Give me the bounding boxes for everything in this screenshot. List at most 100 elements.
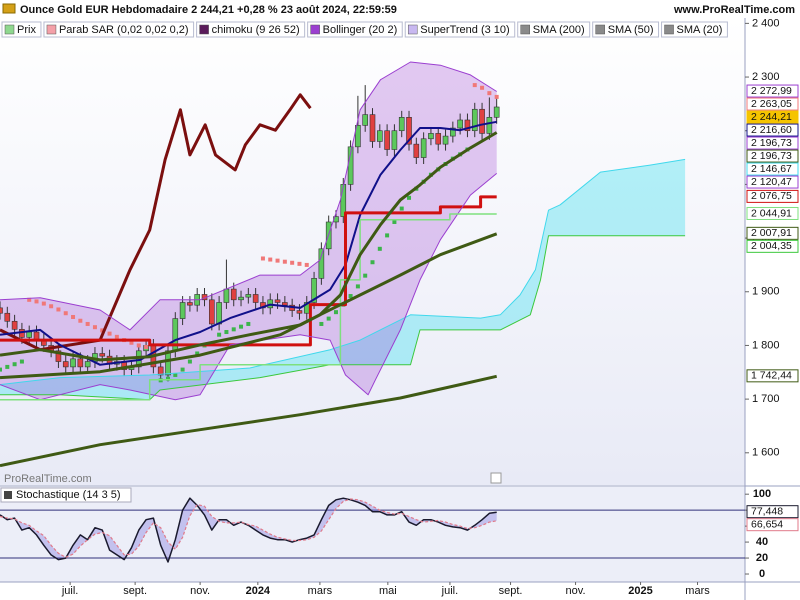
sar-dot xyxy=(355,284,360,289)
candle-body xyxy=(223,288,230,303)
sar-dot xyxy=(144,345,149,350)
candle-body xyxy=(282,302,288,306)
sar-dot xyxy=(377,246,382,251)
sar-dot xyxy=(399,206,404,211)
y-tick-label: 1 700 xyxy=(752,393,780,405)
candle-body xyxy=(0,307,3,314)
legend-swatch xyxy=(407,24,418,35)
x-tick-label: nov. xyxy=(566,585,586,597)
candle-body xyxy=(209,299,215,325)
value-label: 2 216,60 xyxy=(751,124,792,136)
candle-body xyxy=(179,302,186,319)
legend-swatch xyxy=(4,24,15,35)
legend-swatch xyxy=(199,24,209,35)
sar-dot xyxy=(494,94,499,99)
series-line xyxy=(0,93,312,352)
band-fill xyxy=(0,498,497,562)
x-tick-label: 2024 xyxy=(246,585,271,597)
candle-body xyxy=(4,312,11,322)
x-tick-label: mai xyxy=(379,585,397,597)
value-label: 2 146,67 xyxy=(751,163,792,175)
value-label: 2 007,91 xyxy=(751,227,792,239)
sar-dot xyxy=(487,91,492,96)
legend-box xyxy=(307,21,403,38)
candle-body xyxy=(157,366,164,376)
info-button[interactable] xyxy=(490,472,502,484)
x-tick-label: juil. xyxy=(441,585,459,597)
candle-body xyxy=(384,130,390,150)
candle-body xyxy=(420,138,427,158)
candle-body xyxy=(238,296,244,301)
value-label: 2 263,05 xyxy=(751,98,792,110)
legend-label: SMA (20) xyxy=(677,24,723,36)
legend-label: chimoku (9 26 52) xyxy=(212,24,300,36)
legend-box xyxy=(592,21,660,38)
y-tick-label: 1 800 xyxy=(752,339,780,351)
candle-body xyxy=(457,119,463,129)
candle-body xyxy=(493,106,500,118)
sar-dot xyxy=(304,262,309,267)
stoch-swatch xyxy=(4,491,12,499)
chart-title: Ounce Gold EUR Hebdomadaire 2 244,21 +0,… xyxy=(20,4,397,16)
value-label: 2 044,91 xyxy=(751,207,792,219)
value-label: 2 076,75 xyxy=(751,190,792,202)
candle-body xyxy=(26,331,33,338)
legend-swatch xyxy=(664,24,674,35)
legend-box xyxy=(43,21,195,38)
stoch-title-box xyxy=(0,487,132,503)
x-tick-label: sept. xyxy=(123,585,147,597)
sar-dot xyxy=(333,310,338,315)
legend-label: SMA (200) xyxy=(533,24,585,36)
site-link[interactable]: www.ProRealTime.com xyxy=(673,4,795,16)
value-label-box xyxy=(746,206,799,220)
value-label: 2 244,21 xyxy=(751,111,792,123)
series-line xyxy=(0,497,497,563)
sar-dot xyxy=(392,219,397,224)
candle-body xyxy=(391,130,398,150)
candle-body xyxy=(442,135,449,145)
sar-dot xyxy=(180,367,185,372)
sar-dot xyxy=(63,311,68,316)
sar-dot xyxy=(12,362,17,367)
x-tick-label: juil. xyxy=(61,585,79,597)
y-tick-label: 2 300 xyxy=(752,71,780,83)
candle-body xyxy=(252,294,259,303)
series-line xyxy=(0,173,498,401)
y-tick-label: 100 xyxy=(753,488,771,500)
series-line xyxy=(0,195,497,347)
candle-body xyxy=(413,143,420,158)
candle-body xyxy=(165,350,171,376)
sar-dot xyxy=(129,340,134,345)
sar-dot xyxy=(480,85,485,90)
candle-body xyxy=(450,127,456,137)
sar-dot xyxy=(297,261,302,266)
candle-body xyxy=(187,302,193,306)
sar-dot xyxy=(326,316,331,321)
legend-label: Parab SAR (0,02 0,02 0,2) xyxy=(59,24,189,36)
legend-label: Bollinger (20 2) xyxy=(323,24,398,36)
sar-dot xyxy=(187,359,192,364)
sar-dot xyxy=(71,314,76,319)
sar-dot xyxy=(107,331,112,336)
sar-dot xyxy=(0,367,2,372)
series-line xyxy=(0,131,498,362)
legend-swatch xyxy=(46,24,57,35)
candle-body xyxy=(479,108,485,134)
y-tick-label: 20 xyxy=(756,552,768,564)
candle-body xyxy=(77,358,84,368)
sar-dot xyxy=(246,321,251,326)
instrument-icon xyxy=(2,3,16,14)
y-tick-label: 1 900 xyxy=(752,286,780,298)
value-label: 2 196,73 xyxy=(751,137,792,149)
sar-dot xyxy=(85,321,90,326)
x-tick-label: nov. xyxy=(190,585,210,597)
band-fill xyxy=(0,159,686,400)
candle-body xyxy=(245,294,252,298)
candle-body xyxy=(428,133,434,140)
candle-body xyxy=(99,353,106,357)
header-bar xyxy=(0,0,800,18)
legend-box xyxy=(517,21,591,38)
candle-body xyxy=(216,302,222,325)
candle-body xyxy=(406,117,412,145)
